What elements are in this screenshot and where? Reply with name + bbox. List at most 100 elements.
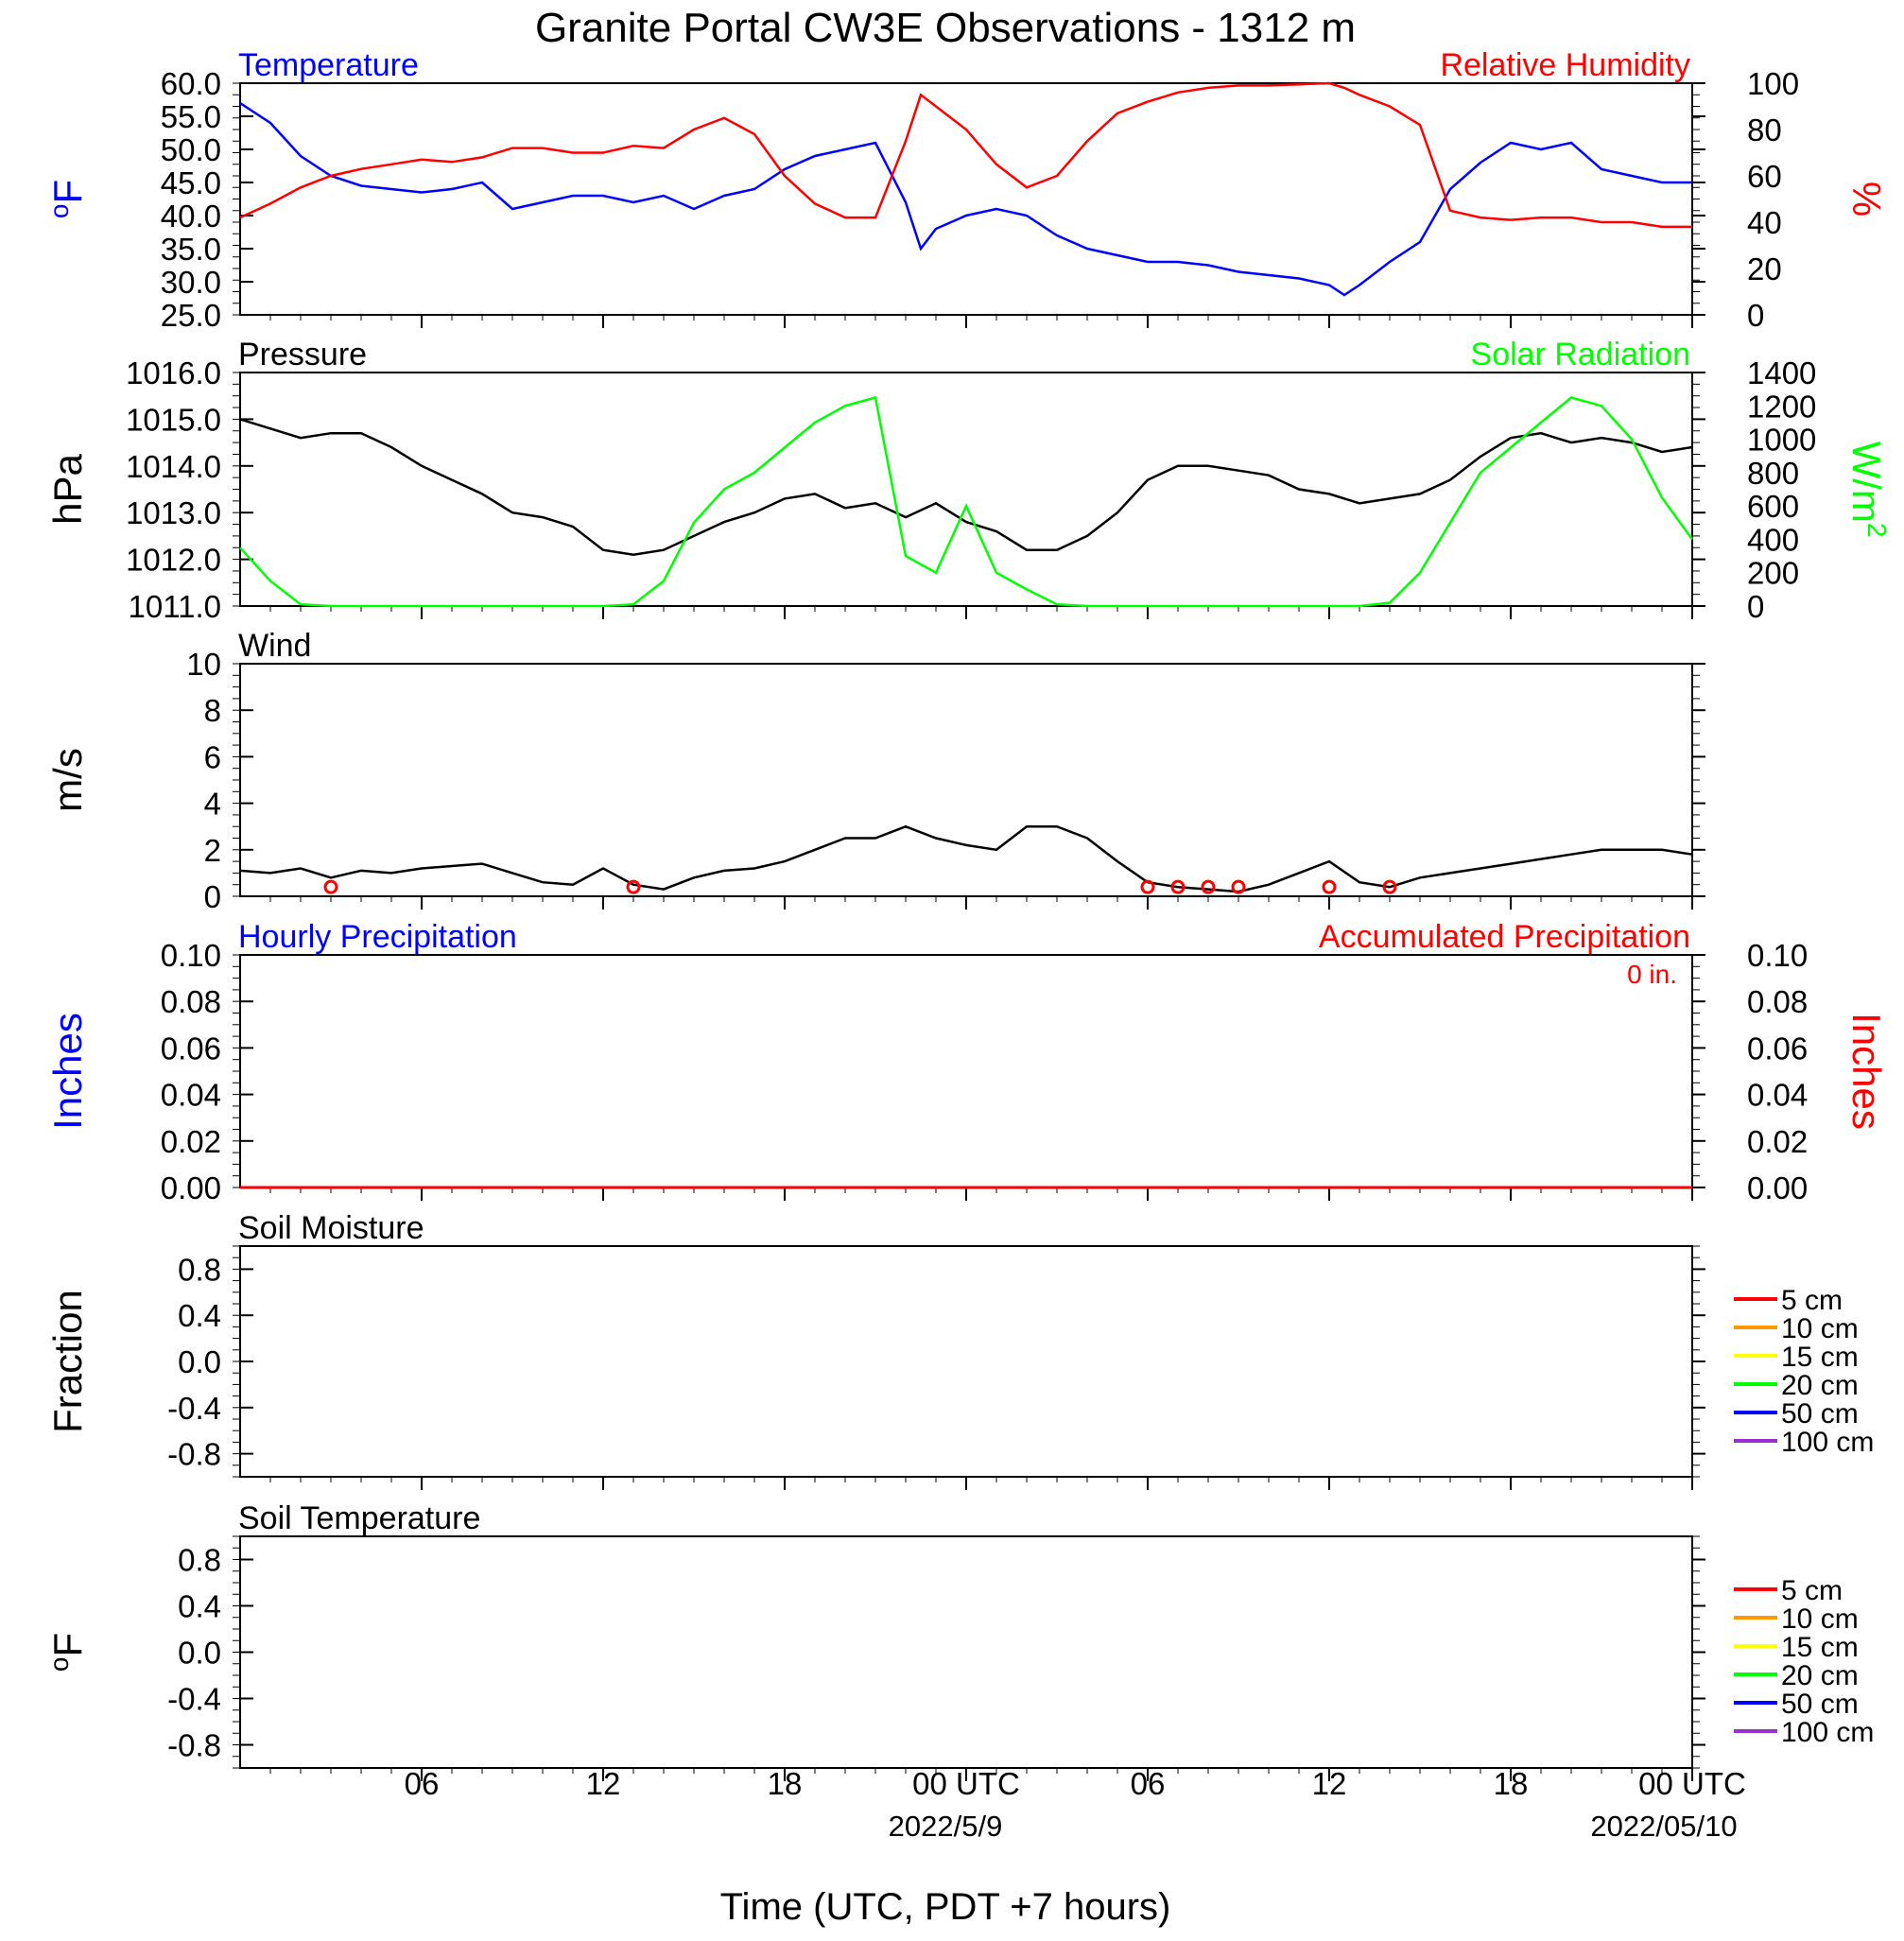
x-tick-label: 12 [586, 1766, 621, 1801]
legend-label: 15 cm [1781, 1632, 1859, 1663]
right-tick-label: 0.02 [1747, 1124, 1808, 1159]
left-tick-label: 0 [204, 879, 221, 914]
left-tick-label: -0.8 [167, 1728, 221, 1763]
left-tick-label: 0.06 [161, 1031, 221, 1066]
panel-title-right: Solar Radiation [1471, 337, 1690, 373]
legend-label: 5 cm [1781, 1575, 1843, 1606]
right-axis-label: W/m2 [1844, 442, 1892, 538]
right-tick-label: 100 [1747, 66, 1799, 101]
calm-wind-marker [1231, 879, 1246, 894]
left-axis-label: Fraction [45, 1290, 90, 1433]
left-tick-label: 0.0 [178, 1344, 221, 1379]
series-pressure [239, 418, 1693, 556]
legend-label: 50 cm [1781, 1398, 1859, 1430]
left-tick-label: 0.08 [161, 984, 221, 1019]
left-tick-label: 1016.0 [126, 355, 221, 390]
panel-title-left: Temperature [238, 47, 419, 83]
accumulated-total: 0 in. [1627, 960, 1677, 989]
left-tick-label: 55.0 [161, 99, 221, 134]
legend-label: 100 cm [1781, 1427, 1874, 1458]
calm-wind-marker [1140, 879, 1155, 894]
left-tick-label: 0.8 [178, 1543, 221, 1578]
calm-wind-marker [1322, 879, 1337, 894]
figure-title: Granite Portal CW3E Observations - 1312 … [535, 5, 1356, 51]
left-tick-label: 45.0 [161, 165, 221, 200]
calm-wind-marker [323, 879, 338, 894]
right-tick-label: 60 [1747, 159, 1782, 194]
legend-label: 10 cm [1781, 1603, 1859, 1635]
calm-wind-marker [1382, 879, 1397, 894]
right-tick-label: 1000 [1747, 423, 1816, 458]
left-axis-label: m/s [45, 748, 90, 812]
panel-soil-moisture: 0.8 0.4 0.0 -0.4 -0.8 Soil Moisture Fraction 5 … [45, 1210, 1874, 1490]
right-tick-label: 200 [1747, 556, 1799, 591]
x-tick-label: 00 UTC [912, 1766, 1020, 1801]
legend-label: 50 cm [1781, 1689, 1859, 1720]
left-tick-label: 0.02 [161, 1124, 221, 1159]
panel-title-left: Pressure [238, 337, 367, 373]
panel-wind: 10 8 6 4 2 0 Wind m/s [45, 628, 1705, 914]
panel-precip: 0.10 0.08 0.06 0.04 0.02 0.00 0.10 0.08 0.06 0.04… [45, 919, 1889, 1205]
date-label-2: 2022/05/10 [1590, 1810, 1737, 1843]
left-tick-label: 0.4 [178, 1298, 221, 1333]
x-tick-label: 18 [768, 1766, 803, 1801]
x-tick-label: 12 [1312, 1766, 1347, 1801]
date-label-1: 2022/5/9 [889, 1810, 1003, 1843]
left-tick-label: 4 [204, 787, 221, 822]
left-axis-label: hPa [45, 453, 90, 524]
left-axis-label: Inches [45, 1013, 90, 1130]
legend-label: 100 cm [1781, 1717, 1874, 1748]
left-tick-label: 1015.0 [126, 402, 221, 437]
left-tick-label: 0.4 [178, 1589, 221, 1624]
left-tick-label: 35.0 [161, 232, 221, 267]
panel-frame [239, 954, 1693, 1188]
left-tick-label: 0.8 [178, 1252, 221, 1287]
legend-label: 10 cm [1781, 1313, 1859, 1344]
right-tick-label: 0.04 [1747, 1078, 1808, 1113]
x-tick-label: 18 [1494, 1766, 1529, 1801]
legend-label: 5 cm [1781, 1285, 1843, 1316]
left-tick-label: 25.0 [161, 298, 221, 333]
calm-wind-marker [1170, 879, 1186, 894]
calm-wind-marker [1201, 879, 1216, 894]
panel-title-left: Soil Temperature [238, 1500, 480, 1536]
right-tick-label: 0 [1747, 589, 1764, 624]
calm-wind-marker [626, 879, 641, 894]
right-tick-label: 0.00 [1747, 1170, 1808, 1205]
left-tick-label: 6 [204, 739, 221, 774]
panel-title-right: Accumulated Precipitation [1319, 919, 1690, 955]
series-solar-radiation [239, 395, 1694, 608]
panel-title-left: Soil Moisture [238, 1210, 424, 1246]
right-tick-label: 600 [1747, 489, 1799, 524]
left-tick-label: 0.0 [178, 1636, 221, 1671]
right-tick-label: 0.08 [1747, 984, 1808, 1019]
left-tick-label: 30.0 [161, 265, 221, 300]
series-wind [239, 824, 1693, 893]
right-axis-label: Inches [1844, 1013, 1889, 1130]
left-tick-label: 60.0 [161, 66, 221, 101]
legend-label: 20 cm [1781, 1660, 1859, 1691]
left-tick-label: -0.4 [167, 1391, 221, 1426]
panel-title-left: Wind [238, 628, 311, 664]
left-axis-label: oF [44, 1633, 90, 1672]
right-tick-label: 80 [1747, 113, 1782, 147]
right-tick-label: 20 [1747, 251, 1782, 286]
x-axis-label: Time (UTC, PDT +7 hours) [720, 1886, 1171, 1928]
right-tick-label: 0 [1747, 298, 1764, 333]
panel-pressure-solar: 1016.0 1015.0 1014.0 1013.0 1012.0 1011.0 1400… [45, 337, 1892, 624]
panels-container: 60.055.050.045.040.035.030.025.010080604… [44, 47, 1892, 1781]
panel-title-left: Hourly Precipitation [238, 919, 517, 955]
left-tick-label: 10 [186, 647, 221, 682]
left-tick-label: 0.10 [161, 938, 221, 973]
left-tick-label: 40.0 [161, 199, 221, 234]
left-tick-label: -0.4 [167, 1682, 221, 1717]
left-axis-label: oF [44, 180, 90, 218]
left-tick-label: 0.00 [161, 1170, 221, 1205]
panel-frame [239, 372, 1693, 607]
panel-frame [239, 1535, 1693, 1769]
panel-frame [239, 1245, 1693, 1478]
right-tick-label: 800 [1747, 456, 1799, 491]
right-tick-label: 1200 [1747, 389, 1816, 424]
